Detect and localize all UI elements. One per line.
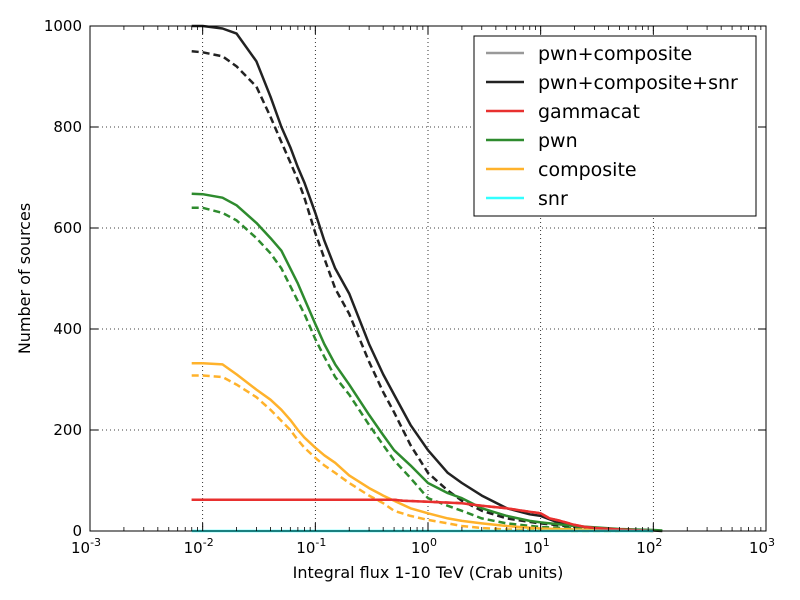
x-tick-label: 102 [636,536,662,557]
legend-box [473,35,757,217]
series-line-gammacat-solid [191,498,654,533]
x-axis-label: Integral flux 1-10 TeV (Crab units) [293,563,564,582]
series-line-pwn-composite-snr-dashed [191,50,654,532]
legend-label: composite [538,159,637,181]
legend-label: pwn+composite [538,43,692,65]
series-line-pwn-dashed [191,206,654,532]
legend-label: snr [538,188,568,210]
x-tick-label: 101 [524,536,550,557]
series-line-gammacat-dashed [191,498,654,533]
y-tick-label: 200 [53,421,82,439]
ticks: 10-3 10-2 10-1 100 101 102 103 0 200 400 600 800 100… [44,17,775,557]
y-tick-label: 0 [72,522,82,540]
legend-label: pwn+composite+snr [538,72,738,94]
legend-label: gammacat [538,101,640,123]
x-tick-label: 10-3 [71,536,101,557]
series-line-pwn-solid [191,192,663,532]
legend-label: pwn [538,130,578,152]
y-axis-label: Number of sources [15,203,34,354]
x-tick-label: 10-2 [184,536,214,557]
y-tick-label: 800 [53,118,82,136]
y-tick-label: 1000 [44,17,82,35]
y-tick-label: 600 [53,219,82,237]
legend: pwn+composite pwn+composite+snr gammacat pw… [473,35,757,217]
series-line-composite-solid [191,362,654,533]
y-tick-label: 400 [53,320,82,338]
x-tick-label: 103 [749,536,775,557]
series-line-composite-dashed [191,374,620,533]
x-tick-label: 100 [411,536,437,557]
x-tick-label: 10-1 [296,536,326,557]
